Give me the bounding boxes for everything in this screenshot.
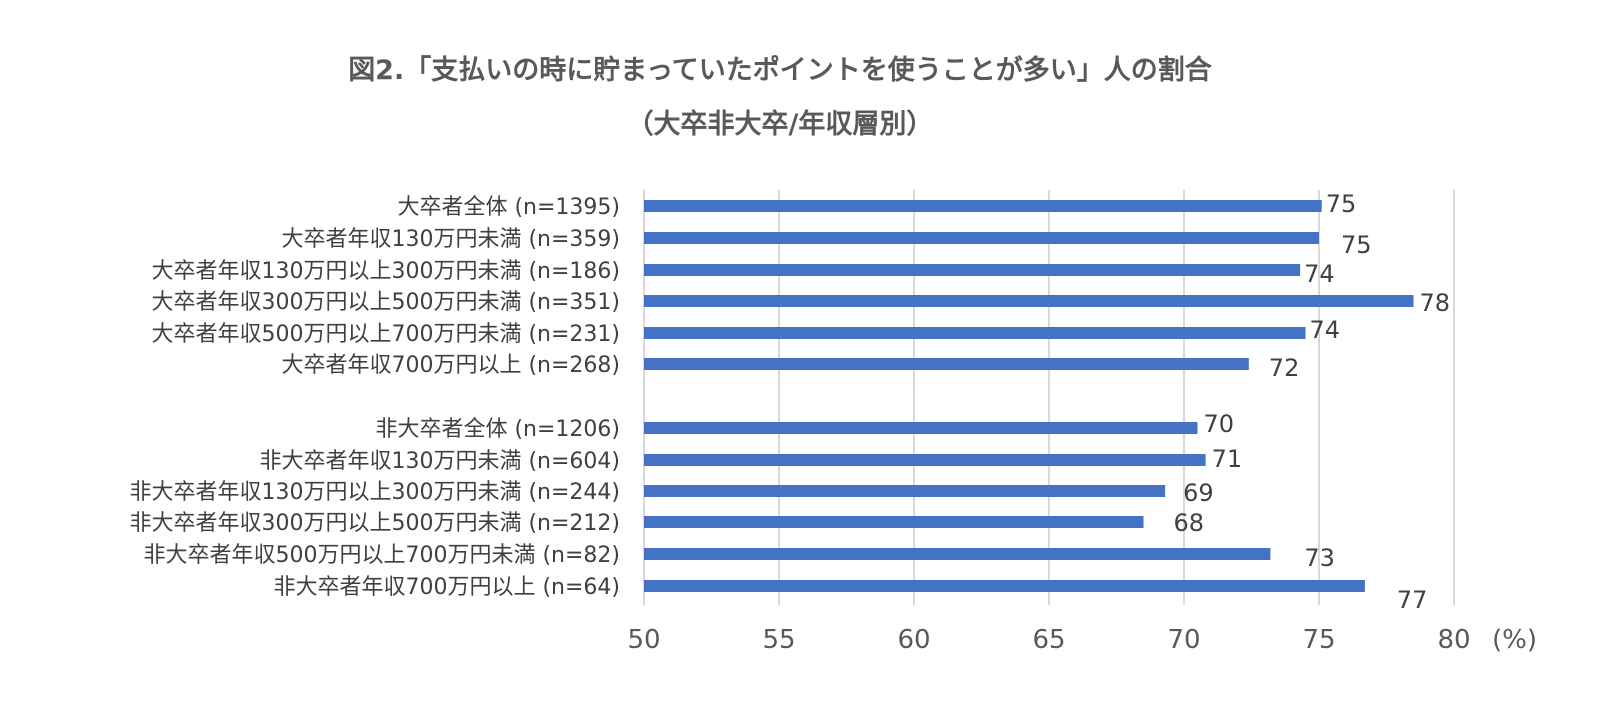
unit-label: (%) <box>1492 625 1537 655</box>
category-label: 大卒者年収700万円以上 (n=268) <box>281 353 620 378</box>
data-label: 68 <box>1174 509 1205 537</box>
data-label: 71 <box>1212 445 1243 473</box>
data-label: 73 <box>1304 544 1335 572</box>
category-label: 非大卒者全体 (n=1206) <box>375 417 620 442</box>
bar <box>644 358 1249 370</box>
data-label: 70 <box>1204 410 1235 438</box>
category-label: 非大卒者年収300万円以上500万円未満 (n=212) <box>129 511 620 536</box>
bar <box>644 200 1322 212</box>
data-label: 74 <box>1310 316 1341 344</box>
category-labels: 大卒者全体 (n=1395) 大卒者年収130万円未満 (n=359) 大卒者年収1… <box>129 195 620 600</box>
data-label: 69 <box>1183 479 1214 507</box>
bar <box>644 422 1198 434</box>
x-tick-label: 50 <box>627 625 660 655</box>
x-tick-label: 75 <box>1302 625 1335 655</box>
category-label: 非大卒者年収500万円以上700万円未満 (n=82) <box>143 543 620 568</box>
bar <box>644 548 1271 560</box>
bar <box>644 232 1319 244</box>
x-tick-label: 80 <box>1437 625 1470 655</box>
bars <box>644 200 1414 592</box>
data-label: 77 <box>1397 586 1428 614</box>
gridlines <box>643 190 1455 605</box>
data-label: 75 <box>1326 190 1357 218</box>
x-tick-label: 70 <box>1167 625 1200 655</box>
bar <box>644 485 1166 497</box>
data-label: 72 <box>1269 354 1300 382</box>
x-axis-ticks: 50 55 60 65 70 75 80 <box>627 625 1470 655</box>
data-label: 75 <box>1341 231 1372 259</box>
x-tick-label: 55 <box>762 625 795 655</box>
bar <box>644 264 1301 276</box>
x-tick-label: 60 <box>897 625 930 655</box>
x-tick-label: 65 <box>1032 625 1065 655</box>
category-label: 非大卒者年収700万円以上 (n=64) <box>273 575 620 600</box>
bar <box>644 580 1365 592</box>
category-label: 大卒者全体 (n=1395) <box>397 195 620 220</box>
chart-title: 図2.「支払いの時に貯まっていたポイントを使うことが多い」人の割合 <box>348 54 1212 86</box>
category-label: 非大卒者年収130万円以上300万円未満 (n=244) <box>129 480 620 505</box>
bar <box>644 327 1306 339</box>
category-label: 大卒者年収300万円以上500万円未満 (n=351) <box>151 290 620 315</box>
bar <box>644 454 1206 466</box>
bar <box>644 516 1144 528</box>
data-label: 78 <box>1420 289 1451 317</box>
bar <box>644 295 1414 307</box>
chart-subtitle: （大卒非大卒/年収層別） <box>627 108 934 140</box>
category-label: 大卒者年収130万円以上300万円未満 (n=186) <box>151 259 620 284</box>
data-label: 74 <box>1304 260 1335 288</box>
category-label: 大卒者年収500万円以上700万円未満 (n=231) <box>151 322 620 347</box>
category-label: 大卒者年収130万円未満 (n=359) <box>281 227 620 252</box>
category-label: 非大卒者年収130万円未満 (n=604) <box>259 449 620 474</box>
